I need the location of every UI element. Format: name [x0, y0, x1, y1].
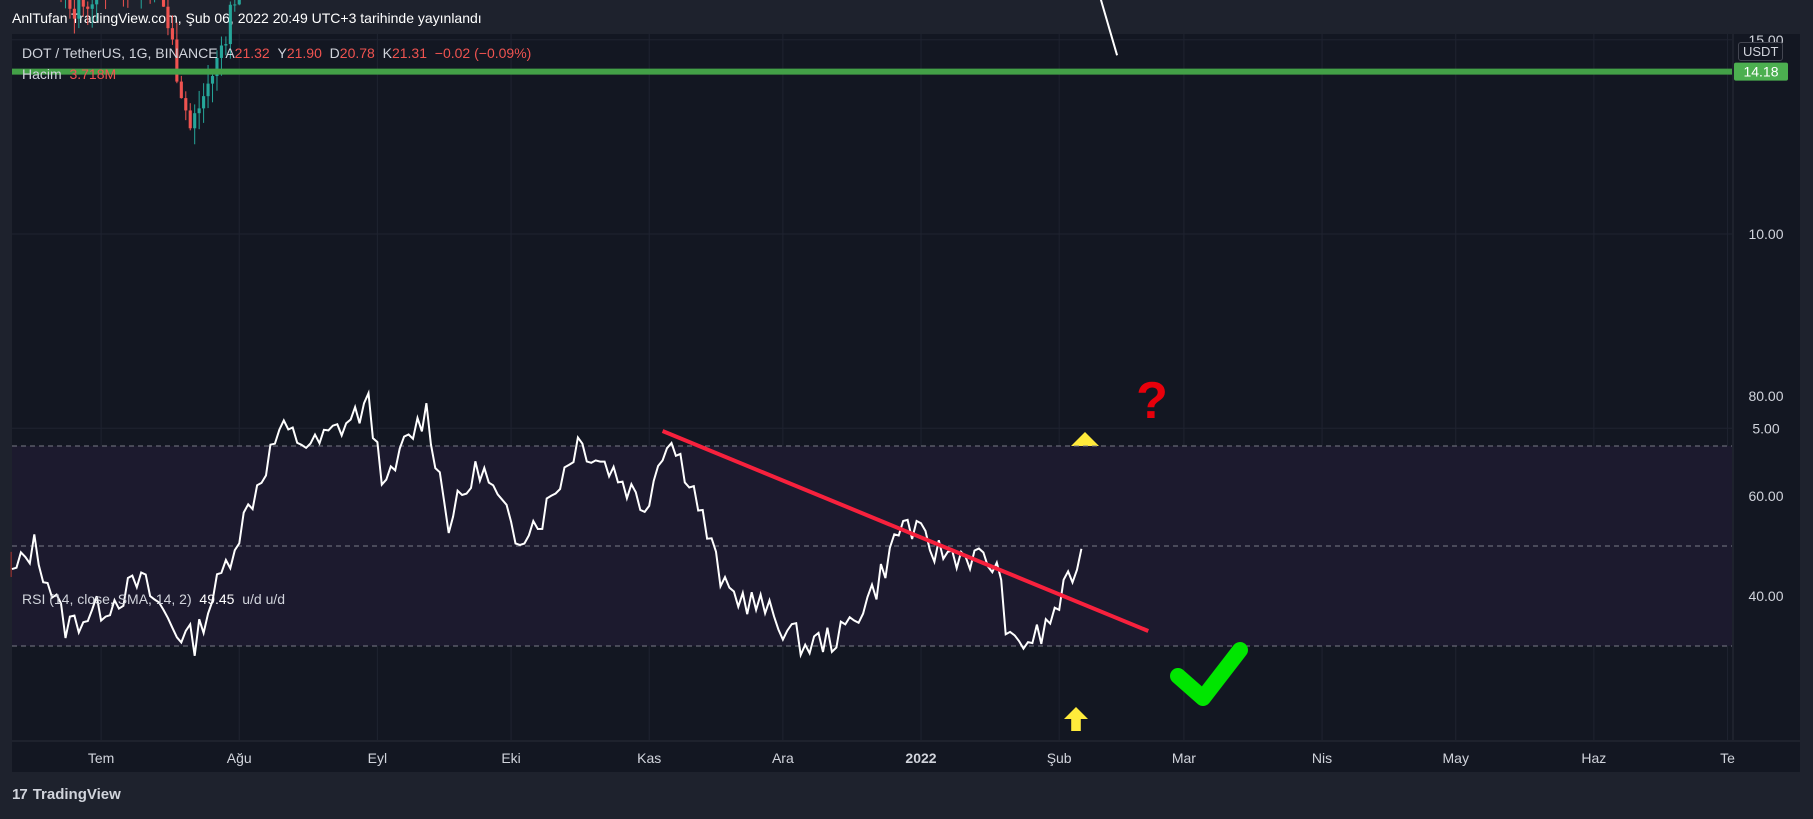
rsi-trendline [661, 429, 1150, 633]
low-value: 20.78 [339, 45, 375, 61]
symbol-label: DOT / TetherUS, 1G, BINANCE [22, 45, 218, 61]
time-tick-label: Ara [772, 750, 794, 766]
price-trendline [1099, 0, 1119, 56]
rsi-line [11, 389, 1083, 659]
low-label: D [329, 45, 340, 61]
footer: 17 TradingView [12, 786, 121, 803]
open-label: A [225, 45, 235, 61]
tradingview-logo-icon: 17 [12, 786, 28, 803]
volume-value: 3.718M [69, 66, 117, 82]
rsi-tick-label: 60.00 [1748, 488, 1783, 504]
time-tick-label: Kas [637, 750, 661, 766]
candle-body [184, 98, 188, 111]
rsi-label: RSI (14, close, SMA, 14, 2) [22, 591, 192, 607]
time-axis[interactable] [12, 742, 1800, 772]
main-legend: DOT / TetherUS, 1G, BINANCE A21.32 Y21.9… [22, 45, 531, 61]
candle-body [233, 4, 237, 6]
candle-body [90, 4, 94, 9]
candle-body [81, 0, 85, 7]
rsi-tick-label: 40.00 [1748, 588, 1783, 604]
footer-brand: TradingView [32, 786, 121, 803]
candle-body [188, 110, 192, 129]
rsi-extra: u/d u/d [242, 591, 286, 607]
candle-body [210, 76, 215, 84]
candle-body [161, 0, 166, 7]
candle-body [77, 0, 81, 19]
price-axis[interactable] [1734, 34, 1800, 740]
candle-body [166, 6, 170, 29]
check-mark-icon [1170, 642, 1248, 706]
candle-body [219, 45, 223, 58]
high-value: 21.90 [286, 45, 322, 61]
volume-legend: Hacim 3.718M [22, 66, 116, 82]
candle-body [179, 81, 183, 99]
candle-body [237, 0, 241, 5]
price-tick-label: 5.00 [1752, 420, 1779, 436]
time-tick-label: May [1443, 750, 1469, 766]
candle-body [170, 28, 174, 40]
candle-body [86, 6, 90, 9]
currency-unit-button[interactable]: USDT [1738, 42, 1784, 61]
candle-body [72, 8, 76, 19]
rsi-legend: RSI (14, close, SMA, 14, 2) 49.45 u/d u/… [22, 591, 285, 607]
time-tick-label: Eki [501, 750, 520, 766]
price-tick-label: 10.00 [1748, 226, 1783, 242]
candle-body [228, 4, 232, 45]
time-tick-label: Tem [88, 750, 114, 766]
time-tick-label: Ağu [227, 750, 252, 766]
question-mark-icon: ? [1136, 372, 1168, 430]
high-label: Y [277, 45, 287, 61]
open-value: 21.32 [234, 45, 270, 61]
time-tick-label: Eyl [368, 750, 387, 766]
rsi-tick-label: 80.00 [1748, 388, 1783, 404]
time-tick-label: Nis [1312, 750, 1332, 766]
rsi-up-arrow-icon [1064, 707, 1088, 731]
close-label: K [382, 45, 392, 61]
publish-line: AnlTufan TradingView.com, Şub 06, 2022 2… [12, 10, 482, 26]
rsi-value: 49.45 [199, 591, 235, 607]
time-tick-label: Mar [1172, 750, 1196, 766]
candle-body [175, 39, 179, 82]
candle-body [202, 96, 206, 109]
level-badge [1734, 62, 1788, 81]
candle-body [95, 0, 99, 5]
time-tick-label: Haz [1581, 750, 1606, 766]
volume-label: Hacim [22, 66, 62, 82]
candle-body [193, 113, 197, 129]
candle-body [197, 108, 201, 114]
time-tick-label: Te [1720, 750, 1735, 766]
candle-body [68, 0, 72, 9]
change-value: −0.02 (−0.09%) [434, 45, 532, 61]
level-badge-label: 14.18 [1743, 64, 1778, 80]
time-tick-label: Şub [1047, 750, 1072, 766]
candle-body [224, 44, 228, 46]
time-tick-label: 2022 [905, 750, 936, 766]
close-value: 21.31 [391, 45, 428, 61]
candle-body [215, 57, 219, 77]
candle-body [206, 83, 210, 97]
